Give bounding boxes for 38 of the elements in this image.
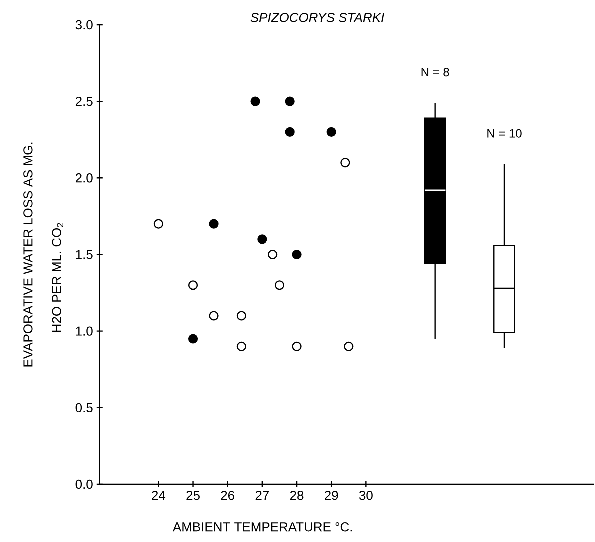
point xyxy=(285,127,295,137)
x-tick-label: 29 xyxy=(325,490,338,500)
x-tick-label: 27 xyxy=(256,490,269,500)
point xyxy=(154,219,164,229)
x-tick-label: 30 xyxy=(359,490,373,500)
point xyxy=(209,311,219,321)
point xyxy=(292,342,302,352)
point xyxy=(292,250,302,260)
x-axis-title: AMBIENT TEMPERATURE °C. xyxy=(172,522,352,532)
annotation: N = 10 xyxy=(488,129,522,138)
y-tick-label: 0.5 xyxy=(76,403,93,412)
point xyxy=(209,219,219,229)
point xyxy=(326,127,336,137)
y-axis-title: EVAPORATIVE WATER LOSS AS MG. xyxy=(24,142,33,367)
x-tick-label: 26 xyxy=(221,490,235,500)
point xyxy=(236,342,246,352)
point xyxy=(274,280,285,290)
point xyxy=(340,158,350,168)
y-tick-label: 2.0 xyxy=(76,173,93,183)
annotation: N = 8 xyxy=(422,68,450,76)
y-tick-label: 2.5 xyxy=(76,96,93,106)
point xyxy=(236,311,246,321)
y-tick-label: 0.0 xyxy=(76,480,93,489)
point xyxy=(250,96,260,106)
point xyxy=(258,234,268,244)
x-tick-label: 28 xyxy=(290,490,304,500)
text: H2O PER ML. CO$_{2}$ xyxy=(52,223,64,332)
point xyxy=(344,342,354,352)
point xyxy=(285,96,295,106)
point xyxy=(188,280,198,290)
y-tick-label: 3.0 xyxy=(76,20,93,30)
y-tick-label: 1.5 xyxy=(76,250,93,260)
y-tick-label: 1.0 xyxy=(76,326,93,336)
chart-title: SPIZOCORYS STARKI xyxy=(250,12,384,22)
x-tick-label: 25 xyxy=(186,490,200,500)
point xyxy=(188,334,198,344)
x-tick-label: 24 xyxy=(152,490,166,500)
point xyxy=(268,250,278,260)
